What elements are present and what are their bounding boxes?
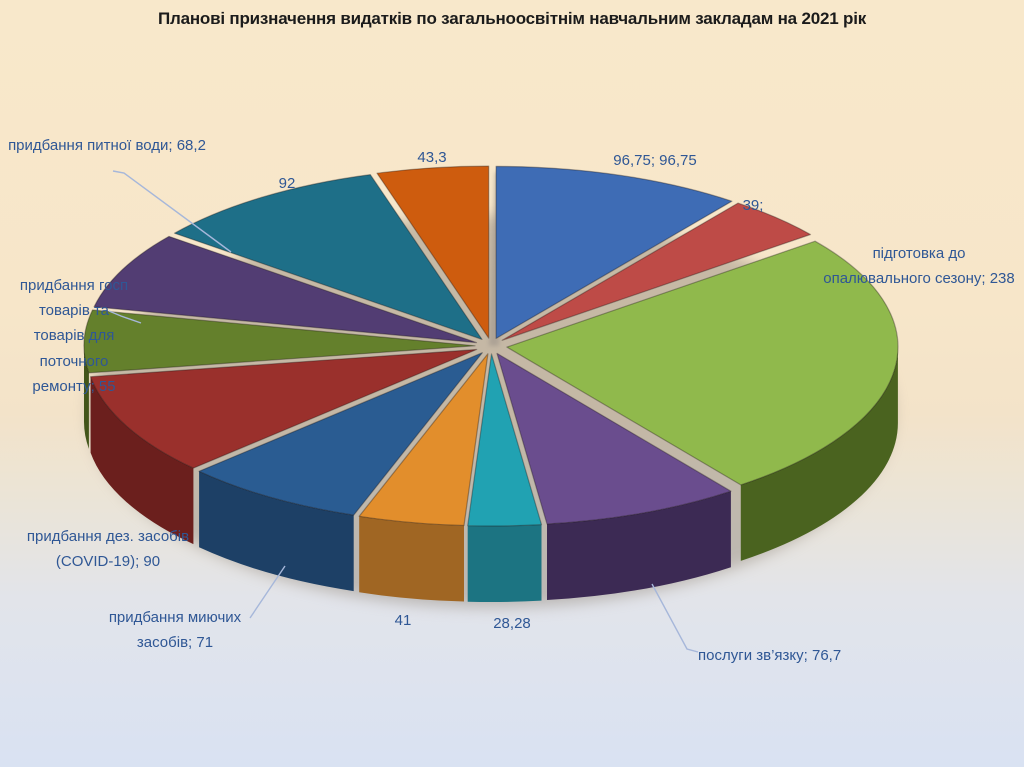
chart-title: Планові призначення видатків по загально…	[157, 9, 867, 28]
slice-label-household-goods: придбання госп товарів та товарів для по…	[19, 277, 129, 395]
pie-slice-11	[376, 165, 490, 339]
pie-slice-3	[496, 352, 732, 525]
pie-slice-side-7	[90, 376, 194, 545]
slice-label-heating-season: підготовка до опалювального сезону; 238	[823, 245, 1015, 288]
pie-slice-side-2	[740, 347, 898, 561]
leader-lines	[108, 170, 699, 653]
pie-slice-6	[198, 352, 483, 516]
slice-label-detergents: придбання миючих засобів; 71	[108, 609, 242, 652]
pie-slice-2	[506, 240, 899, 486]
pie-slice-9	[93, 235, 478, 344]
pie-tops	[83, 165, 899, 527]
slice-label-39: 39;	[742, 197, 764, 214]
slice-label-43-3: 43,3	[417, 149, 447, 166]
pie-slice-side-6	[199, 471, 354, 592]
pie-sides	[84, 345, 898, 603]
slice-label-41: 41	[394, 612, 412, 629]
leader-line-household-goods	[108, 310, 142, 324]
pie-slice-10	[173, 174, 483, 340]
pie-slice-side-3	[547, 491, 731, 600]
pie-slice-side-4	[467, 524, 542, 603]
pie-slice-4	[467, 353, 543, 527]
pie-slice-1	[501, 202, 812, 341]
pie-slice-side-8	[84, 345, 89, 449]
slice-label-28-28: 28,28	[493, 615, 531, 632]
pie-slice-side-5	[359, 516, 464, 602]
leader-line-drinking-water	[112, 170, 232, 253]
leader-line-communication	[651, 583, 699, 653]
leader-line-detergents	[249, 565, 286, 619]
pie-slice-5	[358, 353, 489, 527]
slice-label-92: 92	[278, 175, 296, 192]
pie-slice-8	[83, 309, 476, 374]
pie-slice-7	[90, 348, 478, 469]
slice-label-communication: послуги зв’язку; 76,7	[698, 647, 842, 664]
pie-slice-0	[495, 165, 733, 339]
slice-label-drinking-water: придбання питної води; 68,2	[8, 137, 206, 154]
slice-label-covid-disinfect: придбання дез. засобів (COVID-19); 90	[26, 528, 190, 571]
slice-label-96-75: 96,75; 96,75	[613, 152, 697, 169]
